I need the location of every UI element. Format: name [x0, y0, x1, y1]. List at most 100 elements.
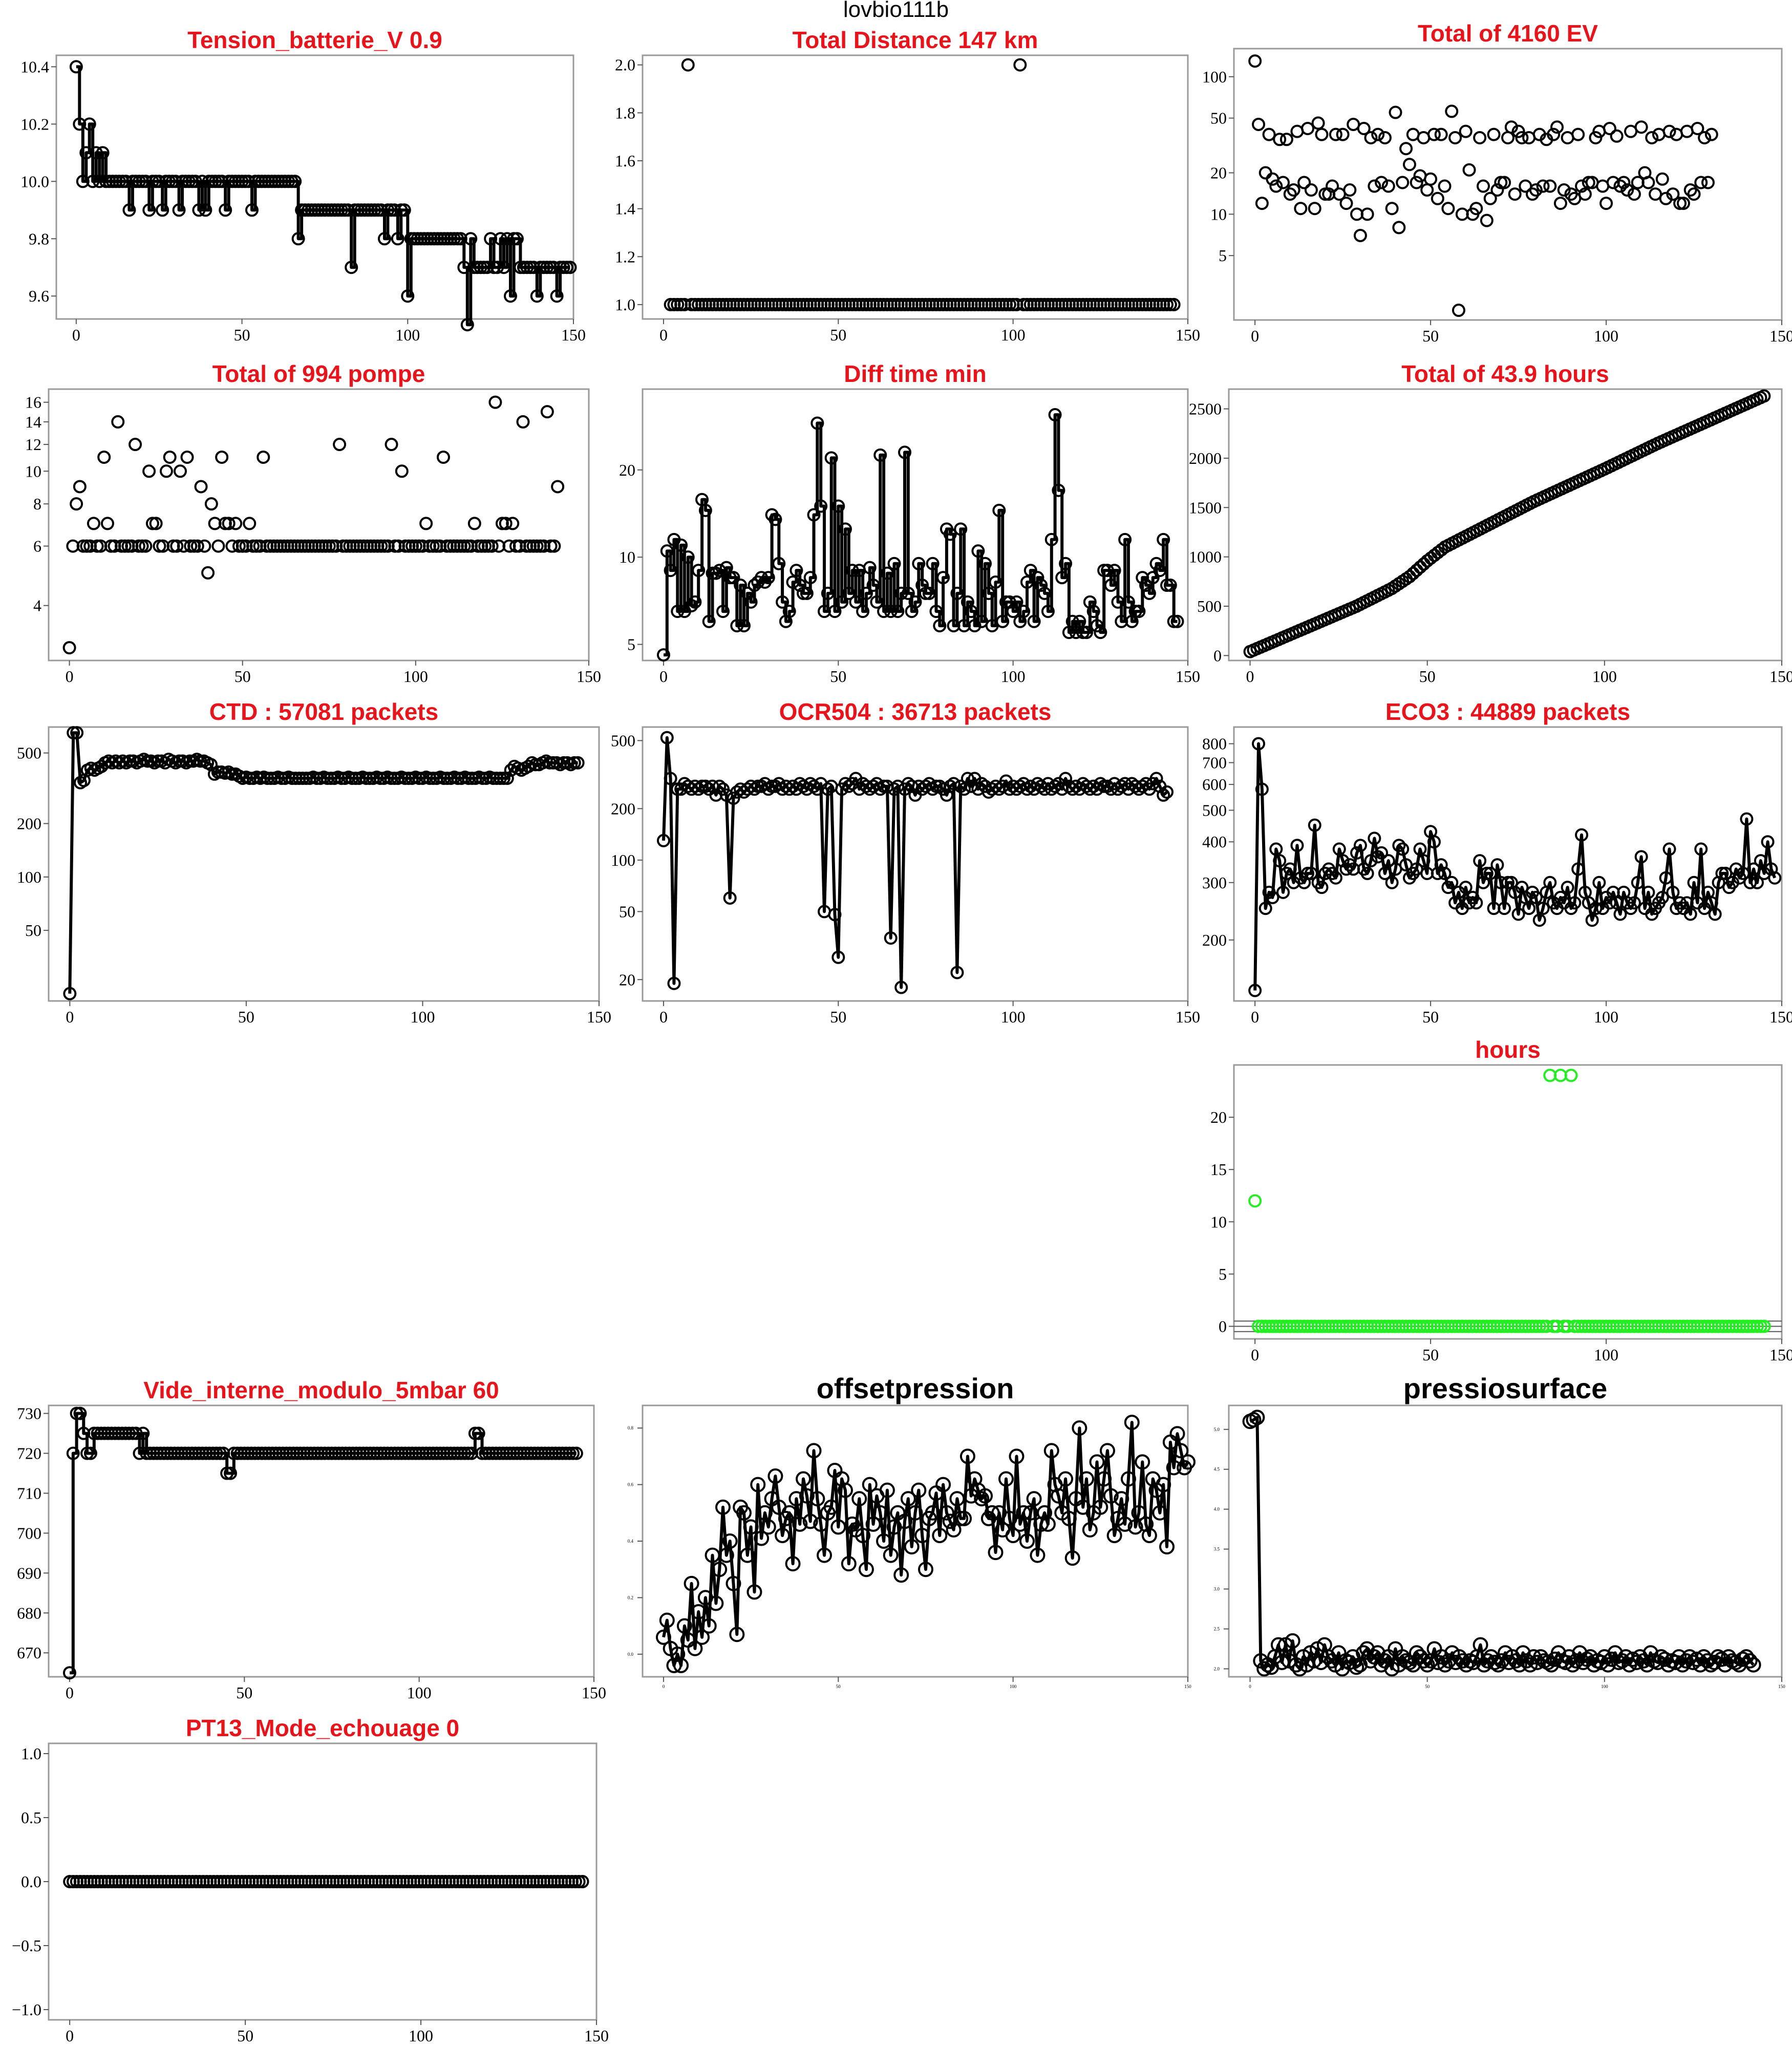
- data-point: [929, 605, 943, 618]
- data-point: [1557, 183, 1571, 197]
- data-point: [1529, 890, 1543, 904]
- x-tick-label: 100: [1594, 327, 1618, 345]
- data-point: [922, 586, 936, 600]
- data-point: [397, 203, 411, 217]
- data-point: [1680, 124, 1694, 138]
- y-tick-label: 500: [1197, 597, 1222, 615]
- data-point: [713, 779, 727, 793]
- data-point: [1353, 839, 1367, 852]
- data-point: [950, 586, 964, 600]
- data-point: [687, 1640, 703, 1656]
- data-point: [956, 1510, 972, 1526]
- data-point: [1483, 191, 1497, 205]
- data-point: [1304, 183, 1318, 197]
- data-point: [1131, 1505, 1147, 1521]
- data-point: [1255, 782, 1269, 796]
- x-tick-label: 150: [1769, 327, 1792, 345]
- data-point: [894, 980, 908, 994]
- data-point: [1754, 854, 1767, 868]
- y-tick-label: 20: [619, 461, 635, 479]
- data-point: [828, 605, 842, 618]
- data-point: [880, 566, 894, 580]
- data-point: [1353, 228, 1367, 242]
- data-point: [1522, 902, 1536, 915]
- data-point: [908, 595, 922, 609]
- data-point: [122, 203, 136, 217]
- data-point: [245, 203, 259, 217]
- data-point: [1019, 1533, 1035, 1549]
- y-tick-label: 690: [17, 1564, 41, 1582]
- data-point: [1687, 187, 1701, 201]
- data-point: [1368, 831, 1381, 845]
- data-point: [142, 203, 156, 217]
- data-point: [93, 175, 106, 188]
- data-point: [82, 117, 96, 131]
- data-point: [978, 557, 992, 570]
- data-point: [494, 232, 507, 246]
- data-point: [547, 261, 561, 274]
- data-point: [1634, 850, 1648, 864]
- data-point: [708, 1595, 724, 1611]
- data-point: [194, 480, 208, 494]
- data-point: [1005, 1527, 1021, 1543]
- x-tick-label: 150: [1176, 667, 1200, 686]
- data-point: [863, 561, 877, 574]
- data-point: [488, 395, 502, 409]
- chart-distance: Total Distance 147 km 0 50 100 150 1.0 1.2 1.4 1…: [615, 27, 1200, 344]
- data-point: [527, 261, 541, 274]
- data-point: [1170, 614, 1184, 628]
- data-point: [828, 908, 842, 922]
- data-point: [460, 318, 474, 332]
- data-point: [1487, 127, 1501, 141]
- data-point: [457, 261, 471, 274]
- data-point: [806, 1443, 822, 1459]
- data-point: [692, 564, 706, 578]
- data-point: [1308, 202, 1321, 216]
- data-point: [998, 1471, 1014, 1487]
- x-tick-label: 50: [236, 1683, 252, 1702]
- data-point: [1350, 846, 1364, 860]
- data-point: [964, 605, 978, 618]
- data-point: [737, 619, 751, 633]
- data-point: [1156, 1477, 1171, 1492]
- data-point: [569, 1446, 583, 1460]
- data-point: [722, 1533, 738, 1549]
- data-point: [1385, 876, 1399, 889]
- data-point: [685, 599, 698, 612]
- data-point: [667, 976, 681, 990]
- data-point: [1396, 842, 1410, 856]
- x-tick-label: 150: [1176, 326, 1200, 344]
- data-point: [782, 782, 796, 796]
- data-point: [1666, 187, 1680, 201]
- data-point: [1434, 858, 1448, 872]
- y-tick-label: 16: [25, 393, 41, 412]
- x-tick-label: 0: [66, 667, 74, 686]
- data-point: [1270, 1637, 1286, 1653]
- data-point: [894, 586, 908, 600]
- page-title: lovbio111b: [843, 0, 949, 22]
- data-point: [1392, 221, 1406, 234]
- data-point: [1565, 1657, 1581, 1673]
- data-point: [1613, 179, 1627, 193]
- data-point: [1283, 862, 1297, 876]
- data-point: [809, 1491, 825, 1507]
- y-tick-label: 14: [25, 413, 41, 431]
- y-tick-label: 0: [1213, 646, 1222, 665]
- data-point: [842, 586, 856, 600]
- data-point: [401, 289, 415, 303]
- chart-ev: Total of 4160 EV 0 50 100 150 5 10 20 50 100: [1202, 20, 1792, 345]
- data-point: [698, 779, 712, 793]
- data-point: [1413, 842, 1427, 856]
- data-point: [62, 1666, 76, 1680]
- data-point: [288, 175, 302, 188]
- data-point: [1434, 127, 1448, 141]
- data-point: [1694, 176, 1708, 189]
- data-point: [1166, 1460, 1182, 1476]
- data-point: [1768, 871, 1782, 885]
- data-point: [891, 605, 905, 618]
- data-point: [1610, 129, 1624, 143]
- y-tick-label: 670: [17, 1644, 41, 1662]
- data-point: [1547, 127, 1561, 141]
- x-tick-label: 100: [1010, 1684, 1017, 1689]
- data-point: [712, 1562, 728, 1577]
